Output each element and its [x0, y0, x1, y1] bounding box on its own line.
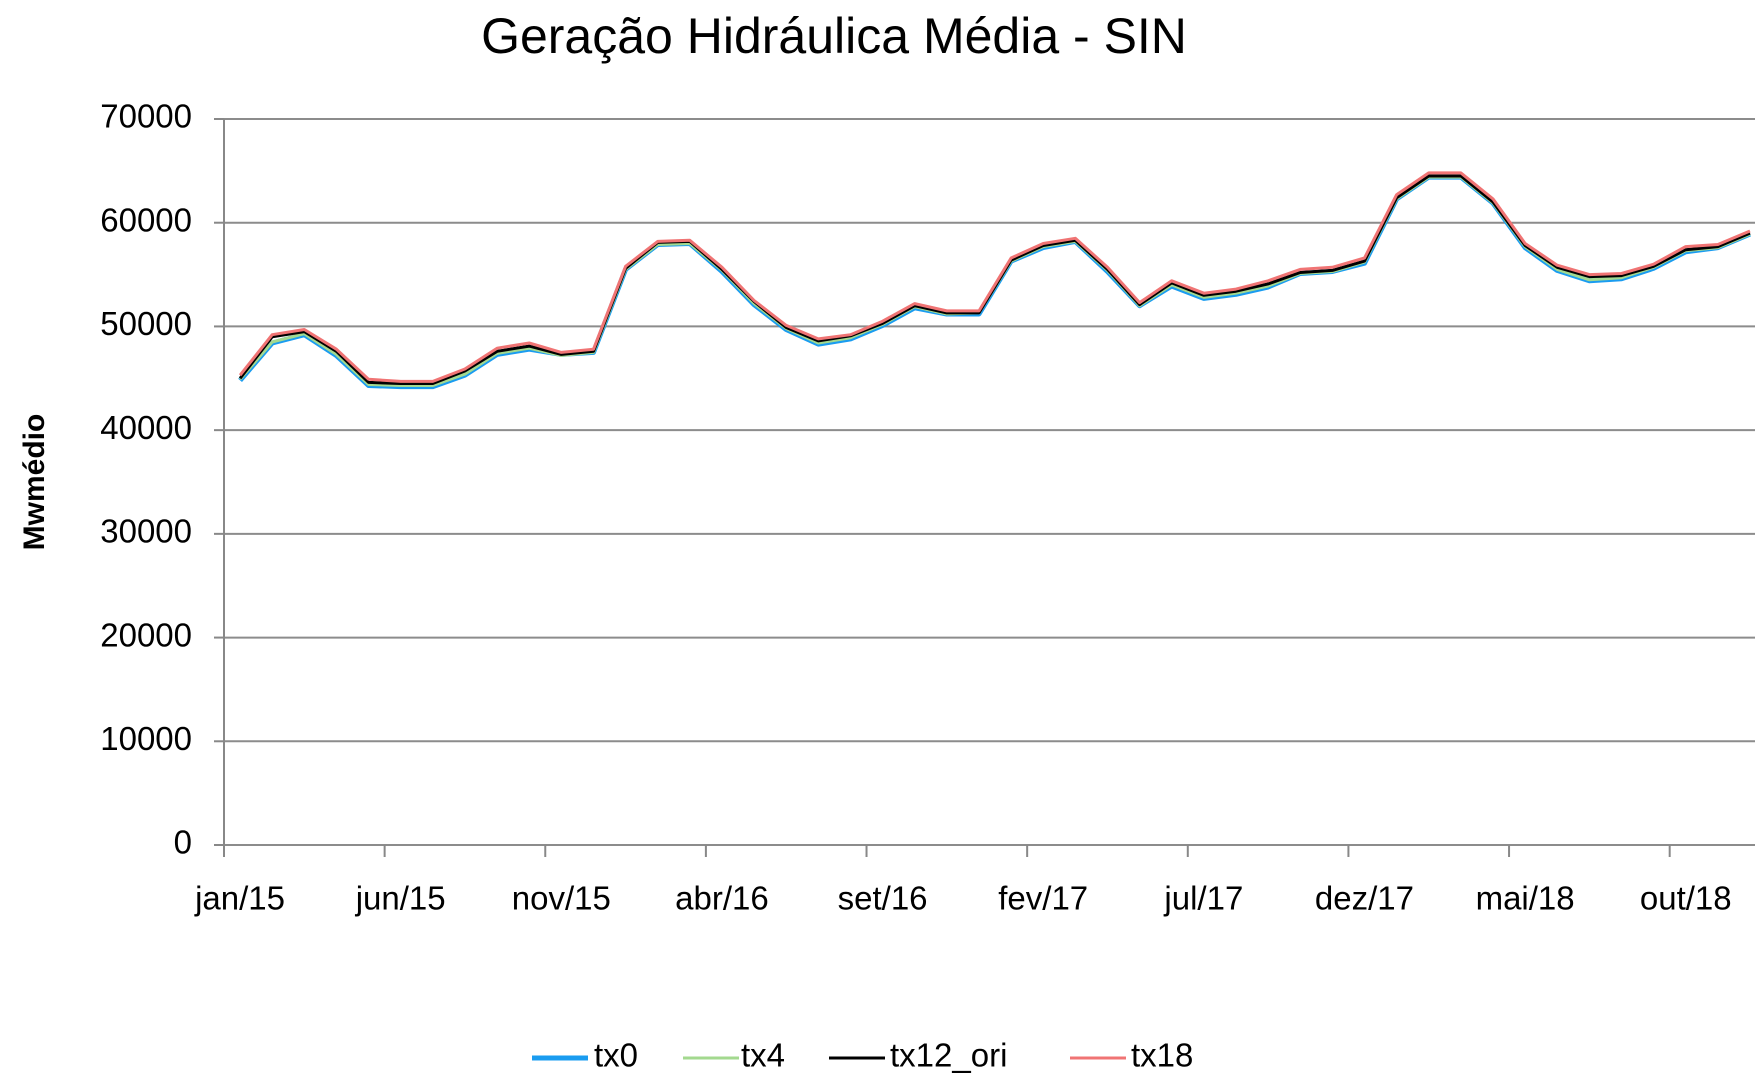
y-tick-label: 10000 [100, 720, 192, 757]
x-tick-label: jun/15 [355, 880, 446, 917]
legend-label: tx12_ori [890, 1037, 1007, 1074]
y-tick-label: 60000 [100, 201, 192, 238]
line-series [238, 174, 1751, 385]
y-axis-label: Mwmédio [18, 414, 51, 551]
legend-label: tx0 [594, 1037, 638, 1074]
x-tick-label: dez/17 [1315, 880, 1414, 917]
y-tick-label: 20000 [100, 616, 192, 653]
x-tick-label: set/16 [838, 880, 928, 917]
y-tick-label: 30000 [100, 513, 192, 550]
legend-label: tx18 [1131, 1037, 1193, 1074]
line-series [238, 175, 1751, 387]
y-tick-label: 70000 [100, 98, 192, 135]
x-tick-label: jul/17 [1163, 880, 1243, 917]
x-tick-label: jan/15 [194, 880, 285, 917]
x-tick-label: fev/17 [998, 880, 1088, 917]
legend-label: tx4 [741, 1037, 785, 1074]
y-tick-label: 0 [174, 824, 192, 861]
chart-title: Geração Hidráulica Média - SIN [481, 8, 1187, 64]
x-tick-label: out/18 [1640, 880, 1732, 917]
y-tick-label: 50000 [100, 305, 192, 342]
x-tick-label: abr/16 [675, 880, 769, 917]
x-tick-label: nov/15 [512, 880, 611, 917]
y-tick-label: 40000 [100, 409, 192, 446]
line-series [238, 171, 1751, 383]
x-tick-label: mai/18 [1476, 880, 1575, 917]
